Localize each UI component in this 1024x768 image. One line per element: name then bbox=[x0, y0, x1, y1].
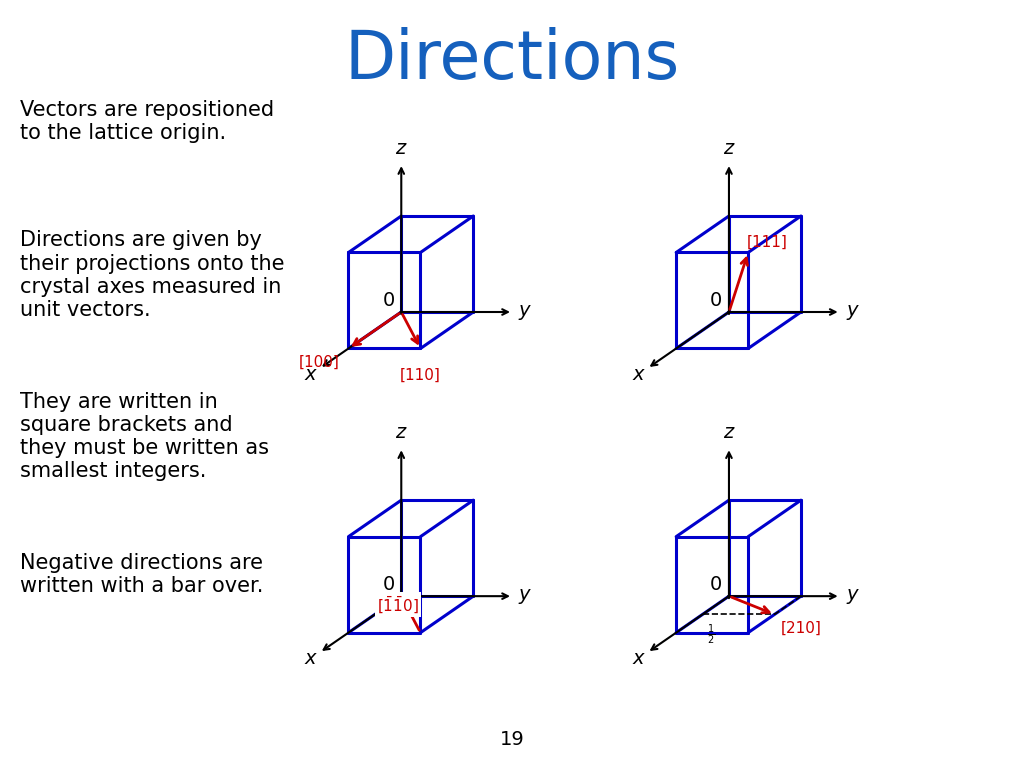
Text: $0$: $0$ bbox=[382, 291, 394, 310]
Text: $y$: $y$ bbox=[518, 587, 532, 606]
Text: [$\bar{1}\bar{1}$0]: [$\bar{1}\bar{1}$0] bbox=[377, 594, 419, 615]
Text: $0$: $0$ bbox=[710, 291, 722, 310]
Text: $z$: $z$ bbox=[723, 423, 735, 442]
Text: Directions: Directions bbox=[344, 27, 680, 93]
Text: $y$: $y$ bbox=[518, 303, 532, 322]
Text: [100]: [100] bbox=[299, 355, 340, 370]
Text: $x$: $x$ bbox=[632, 365, 646, 383]
Text: $y$: $y$ bbox=[846, 587, 860, 606]
Text: $0$: $0$ bbox=[710, 575, 722, 594]
Text: Vectors are repositioned
to the lattice origin.: Vectors are repositioned to the lattice … bbox=[20, 100, 274, 143]
Text: $\frac{1}{2}$: $\frac{1}{2}$ bbox=[707, 623, 715, 647]
Text: [111]: [111] bbox=[746, 234, 787, 250]
Text: $z$: $z$ bbox=[395, 139, 408, 158]
Text: $x$: $x$ bbox=[632, 649, 646, 667]
Text: [210]: [210] bbox=[780, 621, 821, 636]
Text: [110]: [110] bbox=[399, 368, 440, 382]
Text: $z$: $z$ bbox=[395, 423, 408, 442]
Text: They are written in
square brackets and
they must be written as
smallest integer: They are written in square brackets and … bbox=[20, 392, 269, 482]
Text: Negative directions are
written with a bar over.: Negative directions are written with a b… bbox=[20, 553, 264, 596]
Text: 19: 19 bbox=[500, 730, 524, 749]
Text: $y$: $y$ bbox=[846, 303, 860, 322]
Text: $0$: $0$ bbox=[382, 575, 394, 594]
Text: Directions are given by
their projections onto the
crystal axes measured in
unit: Directions are given by their projection… bbox=[20, 230, 285, 320]
Text: $x$: $x$ bbox=[304, 649, 318, 667]
Text: $x$: $x$ bbox=[304, 365, 318, 383]
Text: $z$: $z$ bbox=[723, 139, 735, 158]
